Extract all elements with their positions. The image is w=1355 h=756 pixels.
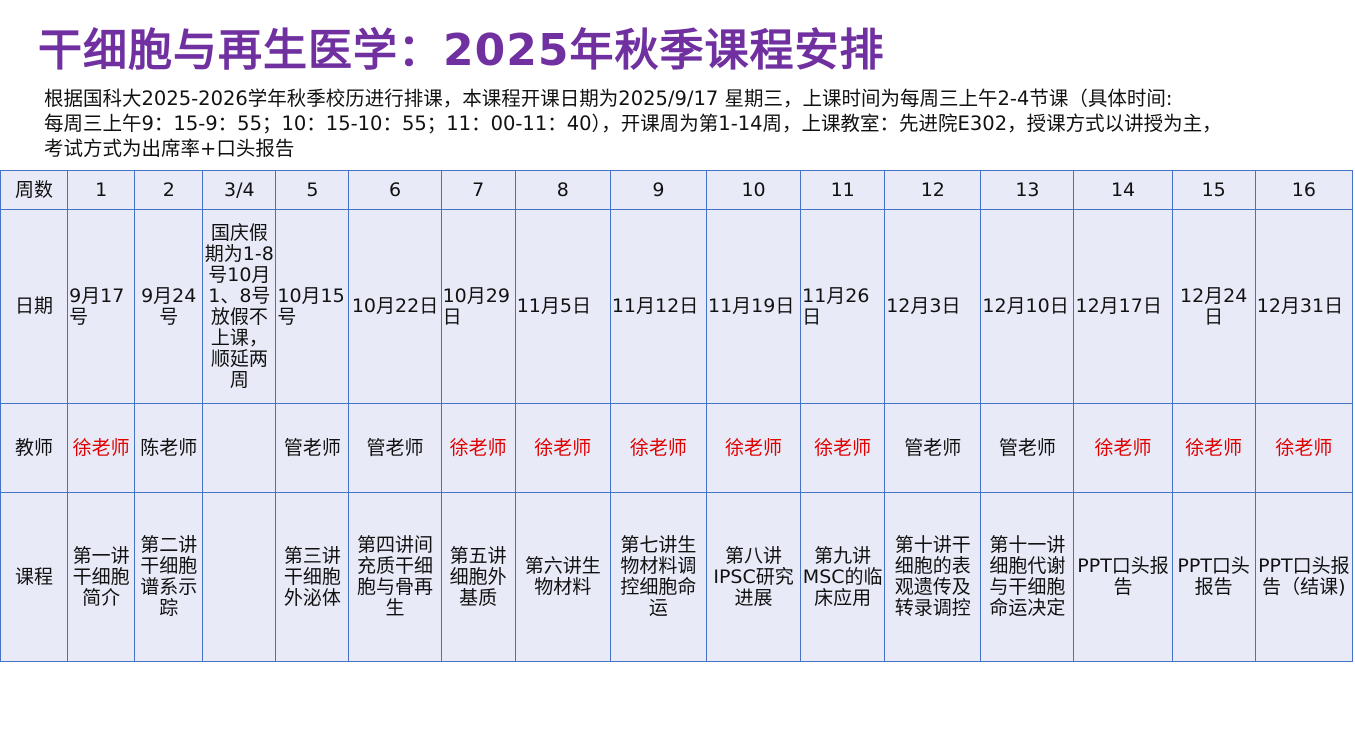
teacher-row: 教师 徐老师 陈老师 管老师 管老师 徐老师 徐老师 徐老师 徐老师 徐老师 管老师 管老师 徐老师徐… bbox=[0, 403, 1354, 493]
row-header-date: 日期 bbox=[0, 209, 69, 404]
week-cell: 6 bbox=[348, 170, 442, 210]
holiday-note-cell: 国庆假期为1-8号10月1、8号放假不上课，顺延两周 bbox=[202, 209, 277, 404]
course-cell: 第十一讲细胞代谢与干细胞命运决定 bbox=[980, 492, 1075, 662]
intro-paragraph: 根据国科大2025-2026学年秋季校历进行排课，本课程开课日期为2025/9/… bbox=[44, 86, 1344, 161]
teacher-cell bbox=[202, 403, 277, 493]
week-row: 周数 1 2 3/4 5 6 7 8 9 10 11 12 13 14 15 16 bbox=[0, 170, 1354, 210]
teacher-cell: 陈老师 bbox=[134, 403, 204, 493]
date-cell: 12月31日 bbox=[1254, 209, 1354, 404]
teacher-cell: 徐老师 bbox=[514, 403, 611, 493]
week-cell: 5 bbox=[275, 170, 350, 210]
date-cell: 12月17日 bbox=[1073, 209, 1173, 404]
week-cell: 1 bbox=[67, 170, 136, 210]
date-cell: 12月24日 bbox=[1171, 209, 1256, 404]
schedule-table: 周数 1 2 3/4 5 6 7 8 9 10 11 12 13 14 15 16 日期 9月17号 9月24… bbox=[0, 170, 1354, 662]
teacher-cell: 管老师 bbox=[980, 403, 1075, 493]
teacher-cell: 徐老师 bbox=[705, 403, 802, 493]
week-cell: 13 bbox=[980, 170, 1075, 210]
date-cell: 12月3日 bbox=[884, 209, 982, 404]
intro-line: 根据国科大2025-2026学年秋季校历进行排课，本课程开课日期为2025/9/… bbox=[44, 87, 1173, 110]
teacher-cell: 管老师 bbox=[275, 403, 350, 493]
date-cell: 11月12日 bbox=[609, 209, 707, 404]
row-header-teacher: 教师 bbox=[0, 403, 69, 493]
week-cell: 11 bbox=[800, 170, 886, 210]
date-cell: 9月17号 bbox=[67, 209, 136, 404]
teacher-cell: 徐老师 bbox=[67, 403, 136, 493]
course-cell: PPT口头报告（结课) bbox=[1254, 492, 1354, 662]
date-row: 日期 9月17号 9月24号 国庆假期为1-8号10月1、8号放假不上课，顺延两周 1… bbox=[0, 209, 1354, 404]
course-row: 课程 第一讲干细胞简介 第二讲干细胞谱系示踪 第三讲干细胞外泌体 第四讲间充质干细胞与… bbox=[0, 492, 1354, 662]
date-cell: 11月5日 bbox=[514, 209, 611, 404]
intro-line: 考试方式为出席率+口头报告 bbox=[44, 137, 295, 160]
date-cell: 10月15号 bbox=[275, 209, 350, 404]
date-cell: 10月22日 bbox=[348, 209, 442, 404]
week-cell: 2 bbox=[134, 170, 204, 210]
row-header-week: 周数 bbox=[0, 170, 69, 210]
teacher-cell: 徐老师 bbox=[1073, 403, 1173, 493]
week-cell: 14 bbox=[1073, 170, 1173, 210]
course-cell bbox=[202, 492, 277, 662]
course-cell: 第八讲IPSC研究进展 bbox=[705, 492, 802, 662]
teacher-cell: 徐老师 bbox=[1254, 403, 1354, 493]
course-cell: 第四讲间充质干细胞与骨再生 bbox=[348, 492, 442, 662]
teacher-cell: 管老师 bbox=[884, 403, 982, 493]
week-cell: 7 bbox=[440, 170, 516, 210]
week-cell: 8 bbox=[514, 170, 611, 210]
course-cell: PPT口头报告 bbox=[1073, 492, 1173, 662]
date-cell: 11月26日 bbox=[800, 209, 886, 404]
date-cell: 10月29日 bbox=[440, 209, 516, 404]
teacher-cell: 徐老师 bbox=[1171, 403, 1256, 493]
date-cell: 11月19日 bbox=[705, 209, 802, 404]
row-header-course: 课程 bbox=[0, 492, 69, 662]
week-cell: 15 bbox=[1171, 170, 1256, 210]
week-cell: 12 bbox=[884, 170, 982, 210]
week-cell: 16 bbox=[1254, 170, 1354, 210]
teacher-cell: 徐老师 bbox=[609, 403, 707, 493]
date-cell: 9月24号 bbox=[134, 209, 204, 404]
course-cell: 第七讲生物材料调控细胞命运 bbox=[609, 492, 707, 662]
course-cell: 第一讲干细胞简介 bbox=[67, 492, 136, 662]
course-cell: 第五讲细胞外基质 bbox=[440, 492, 516, 662]
week-cell: 10 bbox=[705, 170, 802, 210]
course-cell: 第二讲干细胞谱系示踪 bbox=[134, 492, 204, 662]
course-cell: 第九讲MSC的临床应用 bbox=[800, 492, 886, 662]
course-cell: 第三讲干细胞外泌体 bbox=[275, 492, 350, 662]
teacher-cell: 管老师 bbox=[348, 403, 442, 493]
page-title: 干细胞与再生医学：2025年秋季课程安排 bbox=[38, 25, 885, 76]
course-cell: 第六讲生物材料 bbox=[514, 492, 611, 662]
week-cell: 9 bbox=[609, 170, 707, 210]
week-cell: 3/4 bbox=[202, 170, 277, 210]
teacher-cell: 徐老师 bbox=[800, 403, 886, 493]
course-cell: 第十讲干细胞的表观遗传及转录调控 bbox=[884, 492, 982, 662]
intro-line: 每周三上午9：15-9：55；10：15-10：55；11：00-11：40），… bbox=[44, 112, 1222, 135]
date-cell: 12月10日 bbox=[980, 209, 1075, 404]
course-cell: PPT口头报告 bbox=[1171, 492, 1256, 662]
teacher-cell: 徐老师 bbox=[440, 403, 516, 493]
